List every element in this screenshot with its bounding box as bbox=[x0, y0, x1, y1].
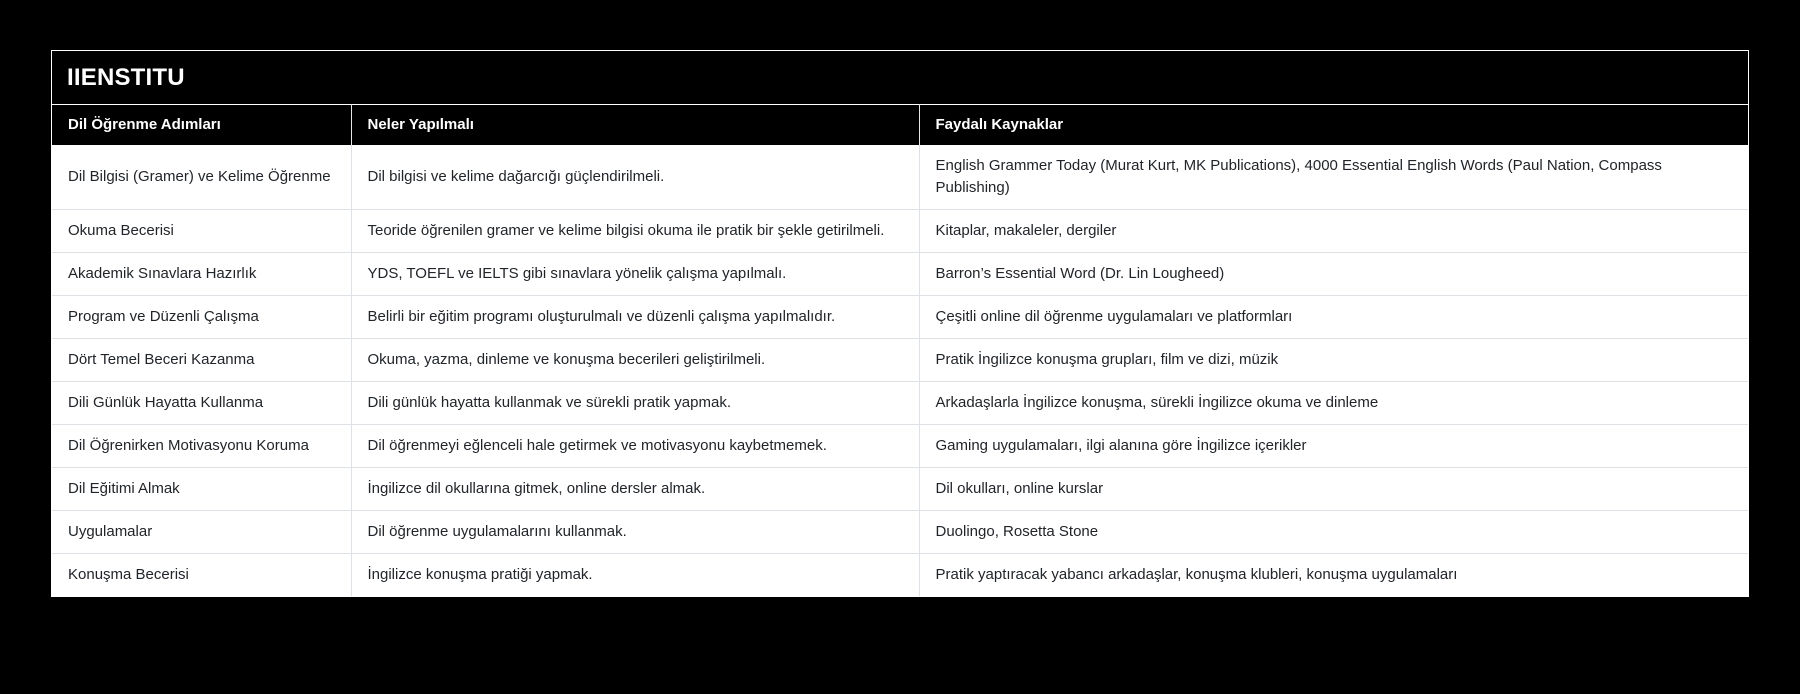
cell-step: Dil Öğrenirken Motivasyonu Koruma bbox=[52, 424, 351, 468]
language-learning-table: Dil Öğrenme Adımları Neler Yapılmalı Fayda… bbox=[52, 104, 1748, 596]
header-row: Dil Öğrenme Adımları Neler Yapılmalı Fayda… bbox=[52, 104, 1748, 145]
cell-resources: Dil okulları, online kurslar bbox=[918, 467, 1748, 511]
cell-step: Okuma Becerisi bbox=[52, 209, 351, 253]
cell-action: Dili günlük hayatta kullanmak ve sürekli… bbox=[350, 381, 919, 425]
cell-resources: Kitaplar, makaleler, dergiler bbox=[918, 209, 1748, 253]
cell-step: Uygulamalar bbox=[52, 510, 351, 554]
cell-action: YDS, TOEFL ve IELTS gibi sınavlara yönel… bbox=[350, 252, 919, 296]
cell-resources: Çeşitli online dil öğrenme uygulamaları … bbox=[918, 295, 1748, 339]
cell-resources: English Grammer Today (Murat Kurt, MK Pu… bbox=[918, 145, 1748, 210]
cell-step: Dört Temel Beceri Kazanma bbox=[52, 338, 351, 382]
cell-resources: Pratik yaptıracak yabancı arkadaşlar, ko… bbox=[918, 553, 1748, 596]
table-row: Dili Günlük Hayatta Kullanma Dili günlük … bbox=[52, 381, 1748, 425]
cell-step: Dil Bilgisi (Gramer) ve Kelime Öğrenme bbox=[52, 145, 351, 210]
table-row: Konuşma Becerisi İngilizce konuşma pratiğ… bbox=[52, 553, 1748, 596]
cell-step: Dili Günlük Hayatta Kullanma bbox=[52, 381, 351, 425]
column-header-1: Dil Öğrenme Adımları bbox=[52, 104, 351, 145]
table-row: Program ve Düzenli Çalışma Belirli bir eğ… bbox=[52, 295, 1748, 339]
table-row: Okuma Becerisi Teoride öğrenilen gramer v… bbox=[52, 209, 1748, 253]
cell-action: Teoride öğrenilen gramer ve kelime bilgi… bbox=[350, 209, 919, 253]
cell-action: Dil öğrenmeyi eğlenceli hale getirmek ve… bbox=[350, 424, 919, 468]
cell-action: İngilizce dil okullarına gitmek, online … bbox=[350, 467, 919, 511]
table-body: Dil Bilgisi (Gramer) ve Kelime Öğrenme Di… bbox=[52, 145, 1748, 596]
cell-resources: Barron’s Essential Word (Dr. Lin Loughee… bbox=[918, 252, 1748, 296]
cell-action: İngilizce konuşma pratiği yapmak. bbox=[350, 553, 919, 596]
cell-resources: Duolingo, Rosetta Stone bbox=[918, 510, 1748, 554]
column-header-2: Neler Yapılmalı bbox=[350, 104, 919, 145]
cell-action: Dil öğrenme uygulamalarını kullanmak. bbox=[350, 510, 919, 554]
cell-action: Okuma, yazma, dinleme ve konuşma beceril… bbox=[350, 338, 919, 382]
table-row: Dört Temel Beceri Kazanma Okuma, yazma, d… bbox=[52, 338, 1748, 382]
cell-action: Dil bilgisi ve kelime dağarcığı güçlendi… bbox=[350, 145, 919, 210]
cell-resources: Pratik İngilizce konuşma grupları, film … bbox=[918, 338, 1748, 382]
cell-step: Dil Eğitimi Almak bbox=[52, 467, 351, 511]
table-row: Dil Öğrenirken Motivasyonu Koruma Dil öğr… bbox=[52, 424, 1748, 468]
cell-step: Program ve Düzenli Çalışma bbox=[52, 295, 351, 339]
table-row: Akademik Sınavlara Hazırlık YDS, TOEFL ve… bbox=[52, 252, 1748, 296]
cell-action: Belirli bir eğitim programı oluşturulmal… bbox=[350, 295, 919, 339]
table-row: Dil Bilgisi (Gramer) ve Kelime Öğrenme Di… bbox=[52, 145, 1748, 210]
page-title: IIENSTITU bbox=[52, 51, 1748, 104]
column-header-3: Faydalı Kaynaklar bbox=[918, 104, 1748, 145]
cell-resources: Arkadaşlarla İngilizce konuşma, sürekli … bbox=[918, 381, 1748, 425]
cell-resources: Gaming uygulamaları, ilgi alanına göre İ… bbox=[918, 424, 1748, 468]
cell-step: Akademik Sınavlara Hazırlık bbox=[52, 252, 351, 296]
table-row: Dil Eğitimi Almak İngilizce dil okulların… bbox=[52, 467, 1748, 511]
cell-step: Konuşma Becerisi bbox=[52, 553, 351, 596]
language-learning-table-card: IIENSTITU Dil Öğrenme Adımları Neler Yapı… bbox=[51, 50, 1749, 597]
table-row: Uygulamalar Dil öğrenme uygulamalarını ku… bbox=[52, 510, 1748, 554]
